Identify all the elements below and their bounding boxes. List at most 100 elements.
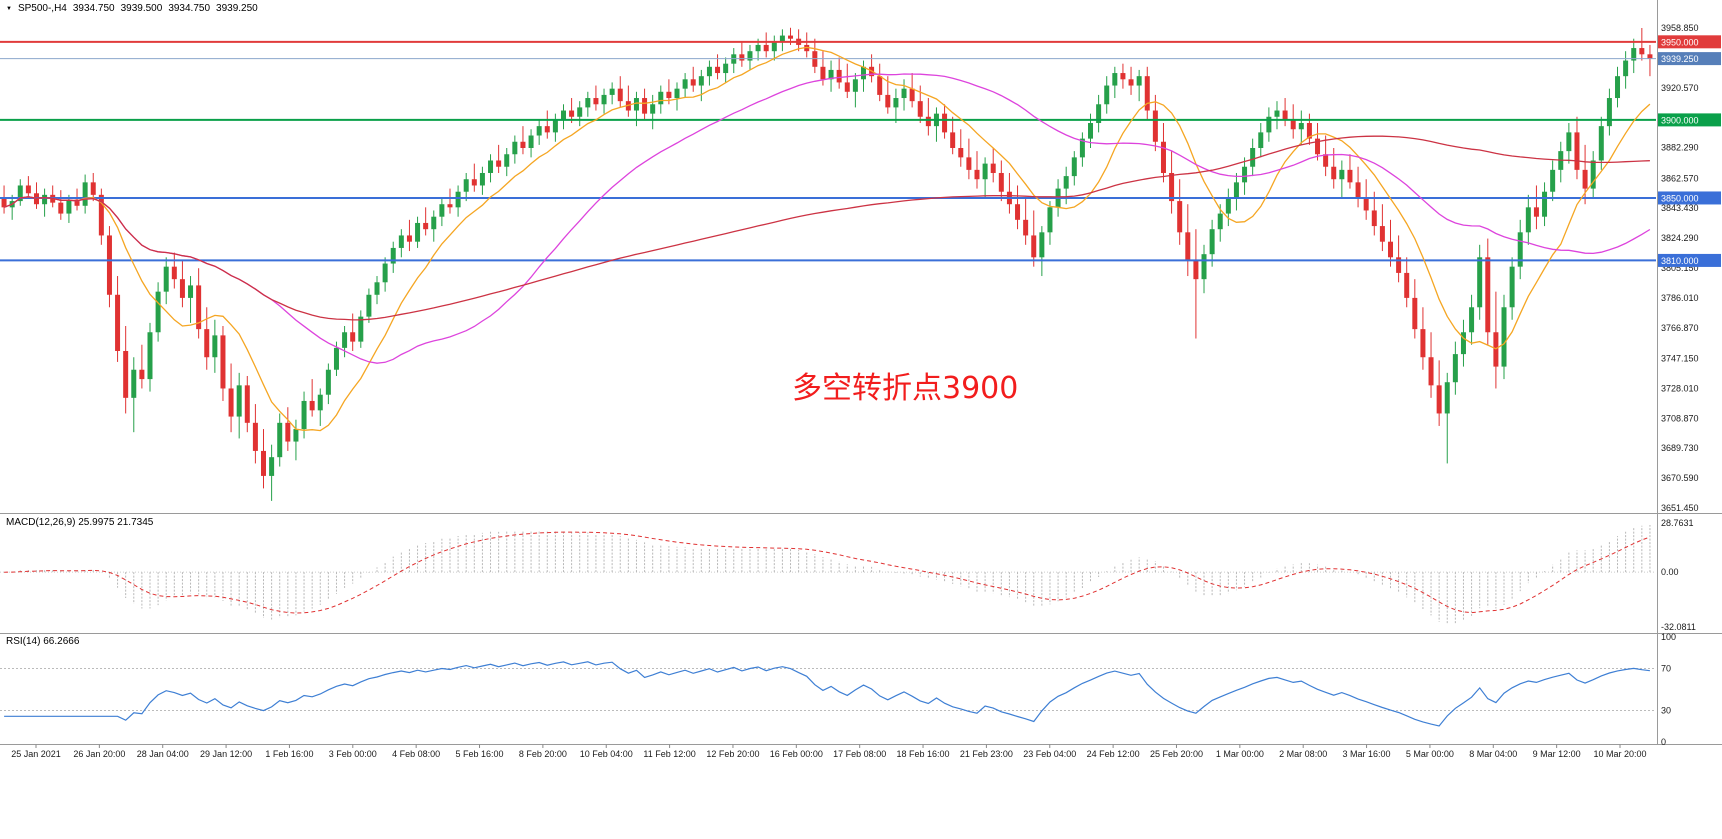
candle-body [382,263,388,283]
candle-body [982,163,988,180]
candle-body [1217,213,1223,230]
candle-body [1128,79,1134,86]
candle-body [601,94,607,105]
time-axis-label: 23 Feb 04:00 [1023,749,1076,759]
candle-body [131,369,137,398]
time-axis-label: 29 Jan 12:00 [200,749,252,759]
candle-body [552,119,558,133]
candle-body [244,385,250,423]
candle-body [212,335,218,358]
candle-body [1533,207,1539,217]
candle-body [1160,141,1166,173]
time-axis-label: 3 Mar 16:00 [1343,749,1391,759]
candle-body [1631,48,1637,61]
candle-body [674,88,680,99]
candle-body [82,182,88,206]
candle-body [471,179,477,186]
symbol-dropdown-icon[interactable]: ▼ [6,5,12,12]
candle-body [1509,266,1515,308]
candle-body [390,247,396,264]
annotation-text[interactable]: 多空转折点3900 [792,371,1019,406]
time-axis-label: 5 Feb 16:00 [455,749,503,759]
candle-body [1201,254,1207,280]
candle-body [909,88,915,102]
candle-body [139,369,145,380]
candle-body [852,79,858,92]
candle-body [479,172,485,186]
candle-body [1258,132,1264,148]
candle-body [1225,197,1231,214]
candle-body [1477,257,1483,308]
candle-body [609,88,615,95]
rsi-scale-label: 100 [1661,632,1676,642]
candle-body [66,199,72,214]
candle-body [1185,232,1191,261]
time-axis-label: 4 Feb 08:00 [392,749,440,759]
candle-body [958,148,964,158]
candle-body [455,191,461,208]
candle-body [98,194,104,236]
candle-body [1096,104,1102,124]
time-axis-label: 3 Feb 00:00 [329,749,377,759]
candle-body [1250,148,1256,167]
time-axis-label: 25 Feb 20:00 [1150,749,1203,759]
time-axis-label: 1 Feb 16:00 [265,749,313,759]
candle-body [942,113,948,133]
candle-body [577,107,583,117]
candle-body [779,35,785,42]
candle-body [682,79,688,89]
time-axis-label: 1 Mar 00:00 [1216,749,1264,759]
candle-body [1525,207,1531,233]
time-axis-label: 2 Mar 08:00 [1279,749,1327,759]
symbol-name: SP500-,H4 [17,3,67,14]
candle-body [1542,191,1548,217]
candle-body [1242,166,1248,183]
candle-body [1436,385,1442,414]
candle-body [1193,260,1199,280]
candle-body [901,88,907,99]
price-tick-label: 3708.870 [1661,413,1699,423]
price-badge-label: 3900.000 [1661,115,1699,125]
candle-body [1063,176,1069,189]
time-axis-label: 28 Jan 04:00 [137,749,189,759]
candle-body [544,126,550,133]
candle-body [990,163,996,173]
candle-body [877,76,883,95]
candle-body [755,44,761,52]
rsi-line [4,661,1650,727]
price-tick-label: 3670.590 [1661,473,1699,483]
candle-body [155,291,161,333]
candle-body [1639,48,1645,55]
candle-body [1501,307,1507,367]
price-badge-label: 3810.000 [1661,256,1699,266]
candle-body [1347,169,1353,183]
candle-body [350,332,356,342]
candle-body [58,202,64,214]
time-axis-label: 8 Mar 04:00 [1469,749,1517,759]
candle-body [1615,76,1621,99]
candle-body [1120,73,1126,80]
candle-body [261,450,267,476]
time-axis-label: 10 Mar 20:00 [1593,749,1646,759]
price-tick-label: 3843.430 [1661,203,1699,213]
candle-body [1371,210,1377,227]
candle-body [747,51,753,61]
candle-body [828,69,834,80]
candle-body [1331,166,1337,180]
candle-body [1647,54,1653,59]
current-price-badge [1658,52,1721,66]
candle-body [293,429,299,442]
candle-body [788,35,794,39]
time-axis-label: 16 Feb 00:00 [770,749,823,759]
candle-body [804,44,810,52]
candle-body [528,135,534,148]
candle-body [1088,123,1094,139]
candle-body [1363,197,1369,211]
candle-body [1623,60,1629,77]
current-price-badge-label: 3939.250 [1661,54,1699,64]
candle-body [147,332,153,380]
time-axis-label: 5 Mar 00:00 [1406,749,1454,759]
candle-body [333,347,339,370]
candle-body [536,126,542,136]
